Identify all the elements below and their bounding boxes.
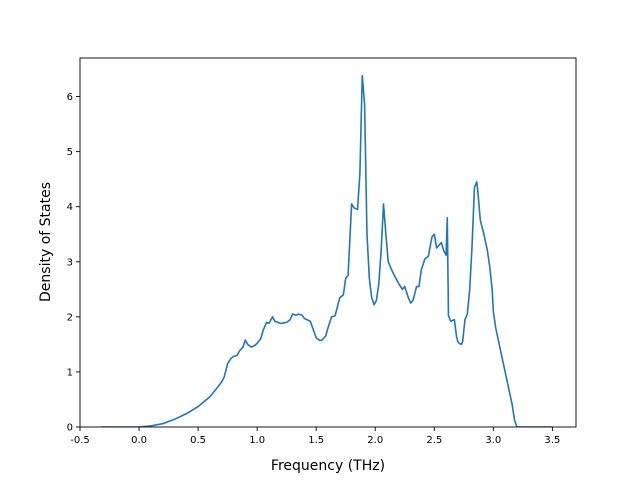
series-line-0 xyxy=(101,74,553,427)
x-tick-label: 3.5 xyxy=(544,435,560,446)
x-tick-label: -0.5 xyxy=(70,435,90,446)
axes-layer: -0.5 0.0 0.5 1.0 1.5 2.0 2.5 3.0 3.5 0 1 2 3 4 5 6 xyxy=(67,57,577,446)
y-axis-label: Density of States xyxy=(38,182,54,302)
y-tick-label: 0 xyxy=(67,423,73,434)
y-tick-label: 2 xyxy=(67,312,73,323)
x-tick-label: 0.5 xyxy=(190,435,206,446)
y-tick-label: 6 xyxy=(67,92,73,103)
x-tick-label: 3.0 xyxy=(485,435,501,446)
x-tick-label: 1.0 xyxy=(249,435,265,446)
y-tick-label: 4 xyxy=(67,202,73,213)
plot-frame xyxy=(79,57,577,428)
x-tick-label: 2.5 xyxy=(426,435,442,446)
x-tick-label: 2.0 xyxy=(367,435,383,446)
plot-layer xyxy=(101,74,553,427)
x-axis-label: Frequency (THz) xyxy=(271,458,385,474)
x-tick-label: 1.5 xyxy=(308,435,324,446)
y-tick-label: 3 xyxy=(67,257,73,268)
y-tick-label: 1 xyxy=(67,367,73,378)
x-tick-label: 0.0 xyxy=(131,435,147,446)
y-tick-label: 5 xyxy=(67,147,73,158)
